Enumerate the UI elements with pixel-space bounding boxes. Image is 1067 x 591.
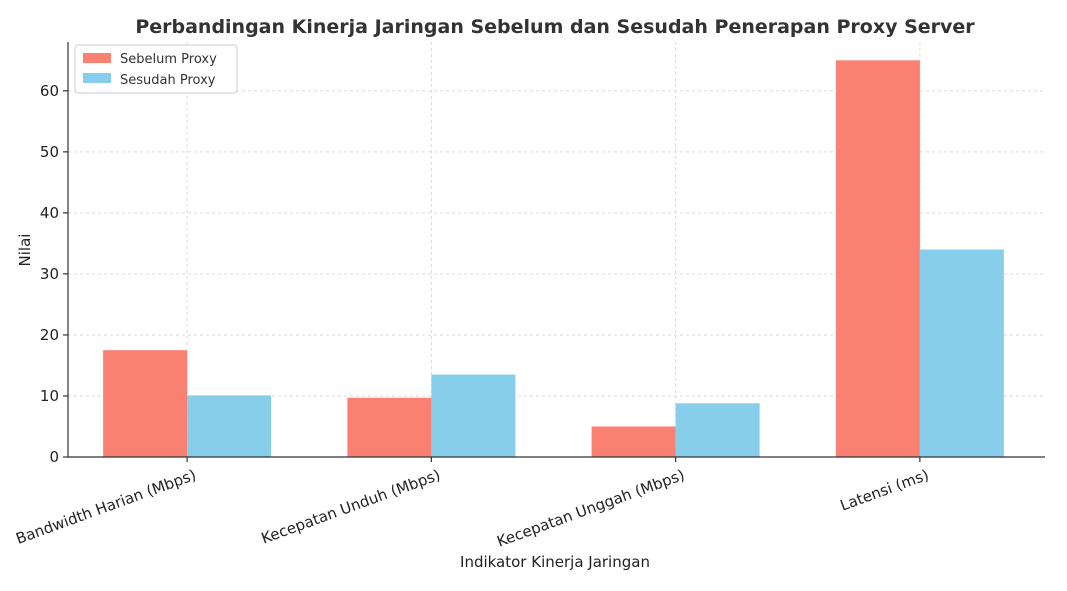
y-tick-label: 20: [40, 326, 59, 344]
y-tick-label: 30: [40, 265, 59, 283]
y-tick-label: 10: [40, 387, 59, 405]
bar-sesudah-3: [919, 249, 1004, 457]
bar-sesudah-0: [187, 395, 272, 457]
bar-sebelum-2: [591, 426, 676, 457]
x-axis-label: Indikator Kinerja Jaringan: [460, 553, 650, 571]
bar-sebelum-0: [103, 350, 188, 457]
x-tick-labels: Bandwidth Harian (Mbps) Kecepatan Unduh (…: [13, 457, 931, 551]
axes: [67, 42, 1045, 458]
x-tick-label: Kecepatan Unduh (Mbps): [259, 466, 443, 548]
bar-sesudah-1: [431, 374, 516, 457]
bar-sebelum-3: [835, 60, 920, 457]
bar-sebelum-1: [347, 397, 432, 457]
legend-label-sebelum: Sebelum Proxy: [120, 52, 217, 67]
chart-title: Perbandingan Kinerja Jaringan Sebelum da…: [135, 16, 975, 38]
y-tick-label: 60: [40, 82, 59, 100]
x-tick-label: Kecepatan Unggah (Mbps): [494, 466, 687, 551]
bar-sesudah-2: [675, 403, 760, 457]
y-tick-labels: 0 10 20 30 40 50 60: [40, 82, 68, 466]
legend-swatch-sesudah: [83, 73, 111, 83]
legend-label-sesudah: Sesudah Proxy: [120, 73, 216, 88]
x-tick-label: Latensi (ms): [838, 466, 932, 515]
bars: [103, 60, 1004, 457]
y-tick-label: 50: [40, 143, 59, 161]
y-tick-label: 0: [49, 448, 59, 466]
legend: Sebelum Proxy Sesudah Proxy: [74, 44, 238, 94]
x-tick-label: Bandwidth Harian (Mbps): [13, 466, 198, 548]
y-axis-label: Nilai: [16, 234, 34, 267]
legend-swatch-sebelum: [83, 53, 111, 63]
y-tick-label: 40: [40, 204, 59, 222]
legend-frame: [74, 44, 238, 94]
